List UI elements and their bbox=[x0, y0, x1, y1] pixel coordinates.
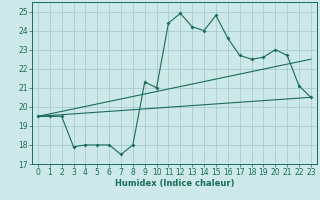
X-axis label: Humidex (Indice chaleur): Humidex (Indice chaleur) bbox=[115, 179, 234, 188]
